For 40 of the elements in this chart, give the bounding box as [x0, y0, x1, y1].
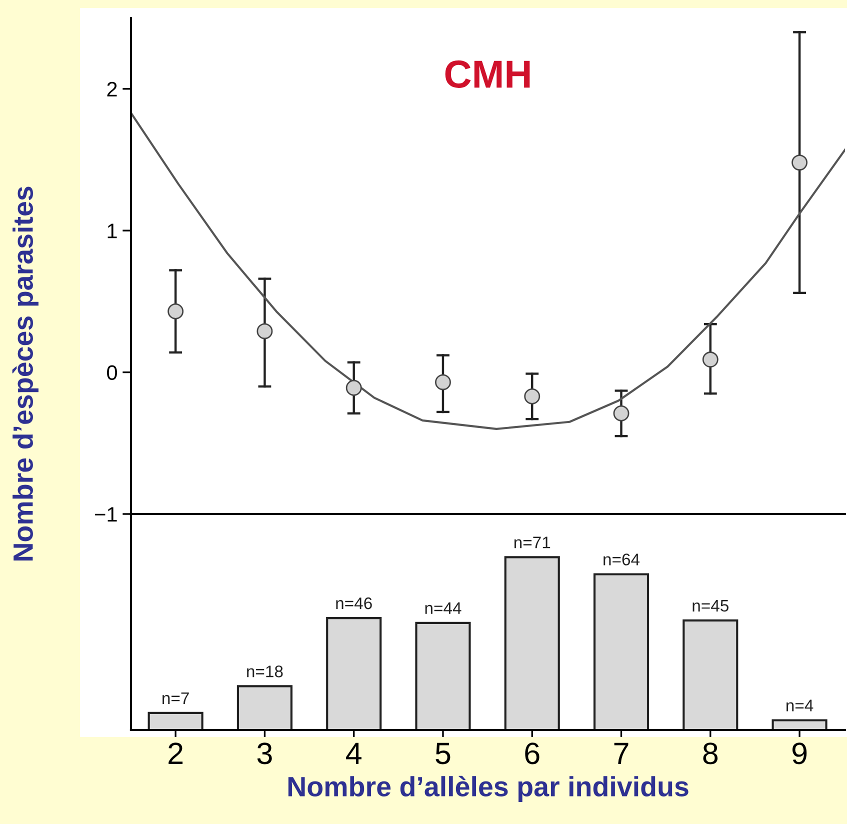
point	[435, 374, 451, 390]
point	[256, 323, 273, 340]
data-label: n=44	[425, 602, 462, 614]
data-label: n=46	[336, 597, 372, 610]
point	[792, 154, 808, 171]
x-tick-label: 9	[792, 742, 807, 764]
data-label: n=4	[786, 700, 814, 712]
bar	[148, 712, 204, 730]
bar	[236, 685, 292, 730]
point	[613, 405, 630, 422]
x-axis-title: Nombre d’allèles par individus	[288, 776, 688, 802]
point	[702, 352, 718, 368]
y-tick-label: −1	[95, 507, 117, 522]
x-tick-label: 3	[257, 742, 272, 764]
x-tick-label: 7	[614, 742, 628, 764]
x-tick-label: 4	[346, 742, 362, 764]
y-tick-label: 1	[108, 224, 117, 238]
x-tick-label: 8	[703, 742, 718, 764]
data-label: n=7	[162, 692, 189, 704]
point	[524, 388, 540, 404]
bar	[326, 617, 382, 730]
x-tick-label: 5	[436, 742, 450, 764]
line-series	[131, 112, 845, 430]
point	[168, 303, 184, 320]
y-tick-label: 2	[107, 82, 117, 96]
point	[346, 380, 362, 396]
y-tick-label: 0	[107, 365, 117, 380]
bar	[415, 622, 471, 730]
bar	[772, 719, 828, 730]
bar	[504, 556, 560, 730]
data-label: n=45	[692, 600, 728, 612]
data-label: n=64	[604, 554, 640, 566]
data-label: n=18	[247, 666, 283, 678]
x-tick-label: 6	[525, 742, 540, 764]
x-tick-label: 2	[168, 742, 183, 764]
bar	[593, 573, 650, 730]
data-label: n=71	[514, 536, 550, 548]
annotation: CMH	[445, 60, 530, 88]
bar	[682, 619, 738, 730]
y-axis-title: Nombre d’espèces parasites	[12, 186, 38, 560]
